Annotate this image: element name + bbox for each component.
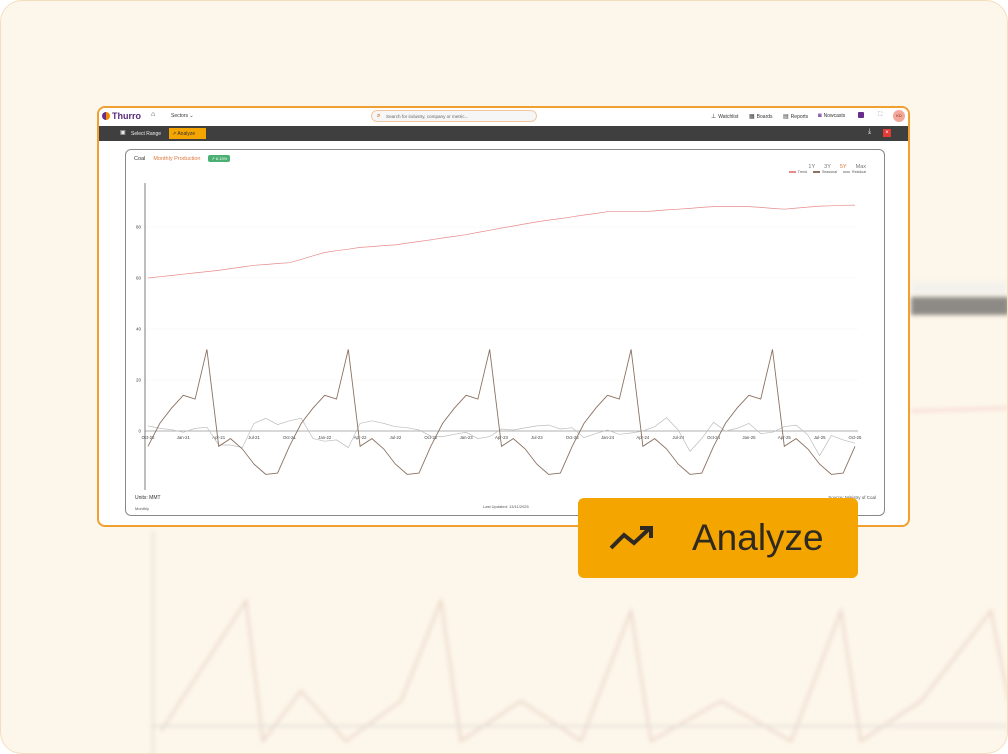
trending-up-icon: ↗ <box>172 131 177 137</box>
legend-trend[interactable]: Trend <box>788 170 807 174</box>
nav-watchlist[interactable]: ⊥ Watchlist <box>711 113 739 121</box>
chart-title: Coal <box>134 155 146 162</box>
chart-card: Coal Monthly Production ↗ 6.13% 1Y 3Y 5Y Ma… <box>125 149 885 516</box>
metric-name: Monthly Production <box>153 155 201 162</box>
fullscreen-icon[interactable]: ⛶ <box>878 112 883 118</box>
range-3y[interactable]: 3Y <box>824 164 831 170</box>
units-label: Units: MMT <box>135 495 161 501</box>
nav-boards[interactable]: ▦ Boards <box>749 113 773 121</box>
analyze-callout-button[interactable]: Analyze <box>578 498 858 578</box>
nav-nowcasts[interactable]: ◙ Nowcasts <box>818 113 846 119</box>
analyze-callout-label: Analyze <box>692 517 824 558</box>
sectors-menu[interactable]: Sectors ⌄ <box>171 113 194 119</box>
legend-residual[interactable]: Residual <box>843 170 866 174</box>
frequency-label: Monthly <box>135 506 150 511</box>
boards-icon: ▦ <box>749 114 755 120</box>
download-icon[interactable]: ⤓ <box>868 128 872 135</box>
report-icon: ▤ <box>783 114 789 120</box>
avatar[interactable]: KD <box>893 110 905 122</box>
nav-reports[interactable]: ▤ Reports <box>783 113 809 121</box>
app-icon[interactable] <box>858 112 864 118</box>
source-label: Source: Ministry of Coal <box>828 495 876 500</box>
app-screenshot: Thurro ⌂ Sectors ⌄ ⌕ Search for industry,… <box>97 106 910 527</box>
top-header: Thurro ⌂ Sectors ⌄ ⌕ Search for industry,… <box>99 108 908 126</box>
trending-up-icon <box>609 526 653 550</box>
search-input[interactable]: ⌕ Search for industry, company or metric.… <box>371 110 537 122</box>
range-5y[interactable]: 5Y <box>839 164 847 170</box>
brand-logo[interactable]: Thurro <box>102 111 141 121</box>
home-icon[interactable]: ⌂ <box>151 111 156 118</box>
chart-legend: Trend Seasonal Residual <box>788 170 866 174</box>
search-icon: ⌕ <box>377 113 381 119</box>
select-range-button[interactable]: Select Range <box>131 131 162 137</box>
pin-icon: ⊥ <box>711 114 717 120</box>
range-1y[interactable]: 1Y <box>808 164 816 170</box>
toolbar: ▣ Select Range ↗ Analyze ⤓ × <box>99 126 908 141</box>
analyze-button[interactable]: ↗ Analyze <box>169 128 206 139</box>
close-icon[interactable]: × <box>883 129 891 137</box>
range-max[interactable]: Max <box>855 164 866 170</box>
range-selector: 1Y 3Y 5Y Max <box>799 155 866 173</box>
legend-seasonal[interactable]: Seasonal <box>813 170 837 174</box>
change-badge: ↗ 6.13% <box>208 155 231 162</box>
logo-icon <box>102 112 110 120</box>
last-updated: Last Updated: 13/11/2025 <box>483 504 529 509</box>
nowcast-icon: ◙ <box>818 113 822 119</box>
calendar-icon: ▣ <box>120 130 126 136</box>
